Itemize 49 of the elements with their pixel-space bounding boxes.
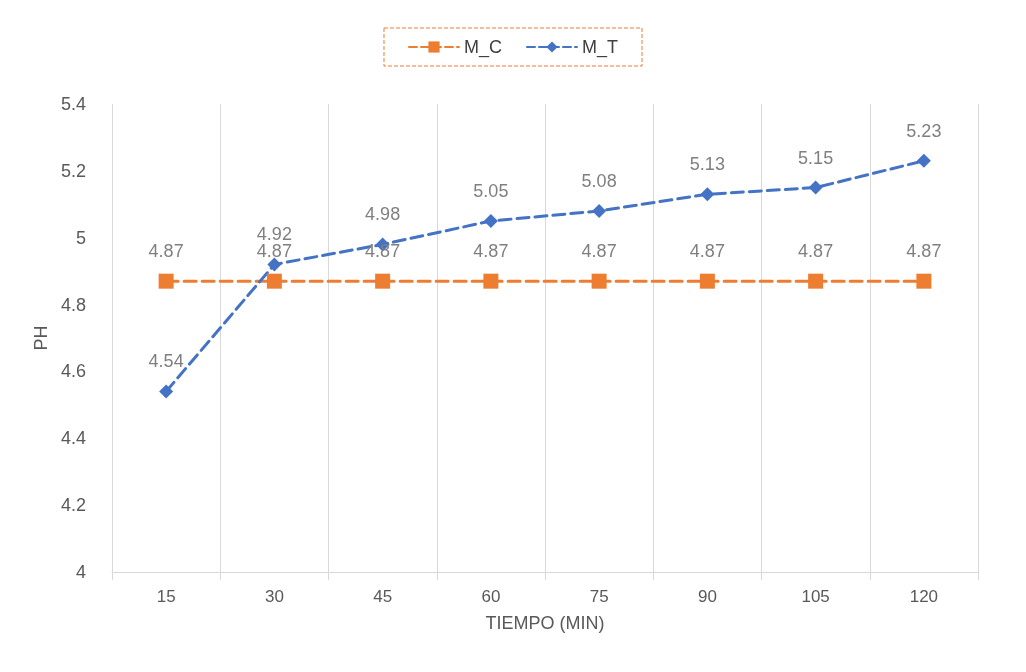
- x-tick-label: 60: [481, 587, 501, 606]
- point: [700, 187, 715, 202]
- data-label: 4.87: [906, 240, 942, 261]
- x-axis-title: TIEMPO (MIN): [485, 613, 605, 633]
- y-tick-label: 5.2: [60, 160, 86, 181]
- point: [267, 257, 282, 272]
- data-label: 4.87: [798, 240, 834, 261]
- point: [375, 273, 391, 289]
- data-label: 4.87: [581, 240, 617, 261]
- data-label: 4.87: [148, 240, 184, 261]
- point: [483, 214, 498, 228]
- point: [808, 273, 824, 289]
- x-tick-label: 90: [697, 587, 717, 606]
- data-label: 4.87: [365, 240, 401, 261]
- point: [592, 203, 607, 218]
- data-label: 4.87: [473, 240, 509, 261]
- x-tick-label: 30: [264, 587, 284, 606]
- x-tick-label: 15: [156, 587, 176, 606]
- point: [266, 273, 282, 289]
- data-label: 5.13: [689, 154, 725, 175]
- point: [158, 273, 174, 289]
- y-tick-label: 5.4: [60, 94, 86, 114]
- data-label: 5.15: [798, 147, 834, 168]
- y-tick-label: 4.2: [60, 495, 86, 516]
- x-tick-label: 105: [801, 587, 830, 606]
- data-label: 5.05: [473, 181, 509, 201]
- x-tick-label: 75: [589, 587, 609, 606]
- point: [916, 153, 931, 168]
- data-label: 4.87: [689, 240, 725, 261]
- y-axis-title: PH: [31, 325, 51, 351]
- x-tick-label: 120: [909, 587, 939, 606]
- data-label: 4.54: [148, 351, 184, 372]
- legend-label: M_C: [464, 37, 503, 58]
- point: [591, 273, 607, 289]
- point: [483, 273, 499, 289]
- x-tick-label: 45: [373, 587, 393, 606]
- y-tick-label: 4.6: [60, 361, 86, 382]
- y-tick-label: 4.4: [60, 428, 86, 449]
- y-tick-label: 4: [75, 562, 86, 582]
- data-label: 4.98: [365, 204, 401, 225]
- legend-label: M_T: [582, 37, 619, 58]
- point: [916, 273, 932, 289]
- y-tick-label: 5: [75, 227, 86, 248]
- point: [808, 180, 823, 195]
- y-tick-label: 4.8: [60, 294, 86, 315]
- point: [699, 273, 715, 289]
- data-label: 5.08: [581, 170, 617, 191]
- point: [159, 384, 174, 399]
- data-label: 5.23: [906, 120, 942, 141]
